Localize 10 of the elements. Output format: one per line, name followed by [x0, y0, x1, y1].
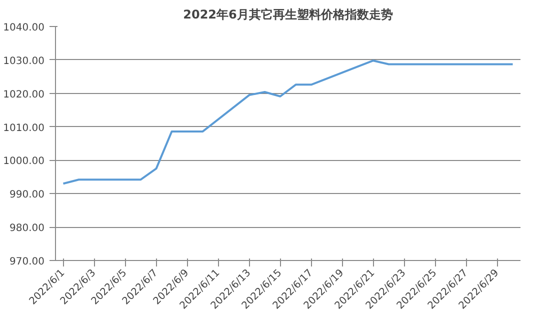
- line-series: [62, 60, 514, 185]
- y-tick-label: 970.00: [10, 256, 45, 268]
- chart-title: 2022年6月其它再生塑料价格指数走势: [183, 8, 393, 22]
- y-tick-label: 1010.00: [3, 122, 45, 134]
- y-tick-label: 990.00: [10, 190, 45, 201]
- y-tick-label: 980.00: [10, 223, 45, 234]
- y-tick-label: 1020.00: [3, 89, 45, 100]
- y-tick-label: 1030.00: [3, 56, 45, 67]
- y-tick-label: 1000.00: [3, 156, 45, 168]
- y-tick-label: 1040.00: [3, 22, 45, 34]
